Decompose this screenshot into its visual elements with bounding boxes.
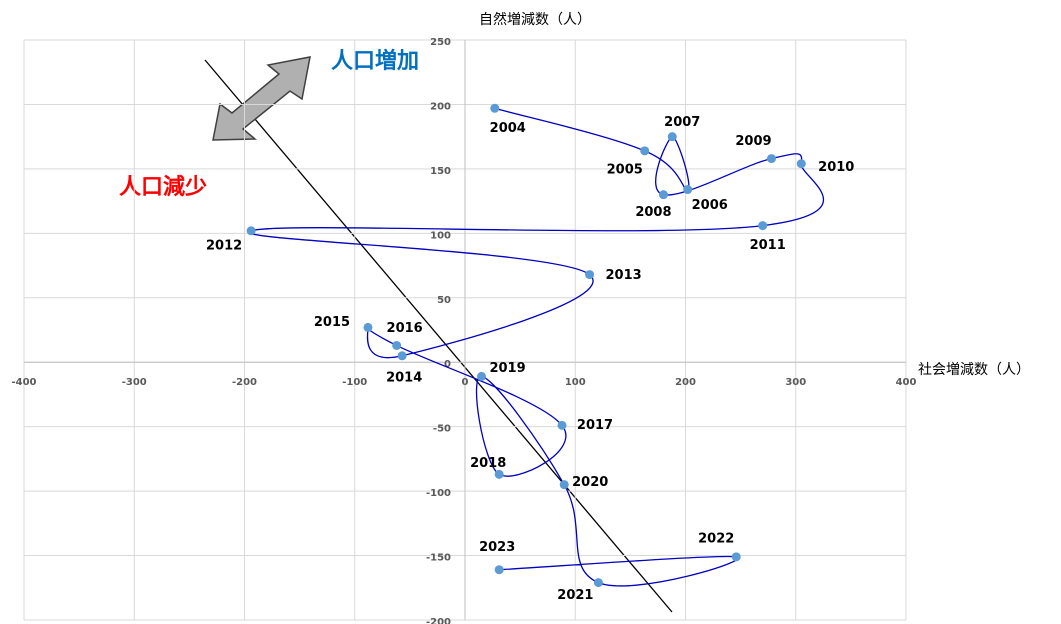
y-tick-label: 150 <box>430 166 451 177</box>
x-tick-label: 0 <box>462 377 469 388</box>
point-label: 2007 <box>664 115 700 130</box>
y-tick-label: -50 <box>433 424 451 435</box>
point-label: 2008 <box>635 205 671 220</box>
data-point <box>246 226 256 236</box>
x-tick-label: 400 <box>896 377 917 388</box>
data-point <box>593 578 603 588</box>
y-tick-label: 100 <box>430 230 451 241</box>
data-point <box>658 190 668 200</box>
y-axis-title: 自然増減数（人） <box>479 11 591 28</box>
data-point <box>731 552 741 562</box>
point-label: 2023 <box>479 540 515 555</box>
point-label: 2021 <box>557 588 593 603</box>
data-point <box>559 480 569 490</box>
x-tick-label: 200 <box>675 377 696 388</box>
data-point <box>640 146 650 156</box>
trend-line <box>204 59 673 613</box>
point-label: 2009 <box>735 134 771 149</box>
y-tick-label: 250 <box>430 37 451 48</box>
direction-arrow <box>212 56 311 141</box>
data-point <box>490 103 500 113</box>
data-point <box>392 340 402 350</box>
y-tick-label: -100 <box>426 488 451 499</box>
x-tick-label: -400 <box>11 377 36 388</box>
y-tick-label: 200 <box>430 101 451 112</box>
x-axis-title: 社会増減数（人） <box>918 361 1030 378</box>
y-tick-label: 50 <box>437 295 451 306</box>
point-label: 2010 <box>818 160 854 175</box>
data-point <box>363 322 373 332</box>
point-label: 2016 <box>387 321 423 336</box>
point-label: 2006 <box>692 198 728 213</box>
data-point <box>758 221 768 231</box>
x-tick-label: -100 <box>342 377 367 388</box>
y-tick-label: -200 <box>426 617 451 624</box>
series-line <box>248 107 824 587</box>
point-label: 2020 <box>572 475 608 490</box>
annotation-increase: 人口増加 <box>331 48 419 74</box>
data-point <box>494 469 504 479</box>
point-label: 2017 <box>577 418 613 433</box>
data-point <box>667 132 677 142</box>
data-point <box>557 420 567 430</box>
point-label: 2018 <box>470 456 506 471</box>
x-tick-label: -300 <box>122 377 147 388</box>
point-label: 2022 <box>698 531 734 546</box>
point-label: 2013 <box>605 268 641 283</box>
point-label: 2004 <box>490 121 526 136</box>
y-tick-label: -150 <box>426 553 451 564</box>
annotation-decrease: 人口減少 <box>119 175 207 200</box>
data-point <box>796 159 806 169</box>
data-point <box>766 154 776 164</box>
point-label: 2014 <box>386 370 422 385</box>
x-tick-label: -200 <box>232 377 257 388</box>
data-point <box>494 565 504 575</box>
x-tick-label: 100 <box>565 377 586 388</box>
point-label: 2019 <box>489 361 525 376</box>
point-label: 2012 <box>206 238 242 253</box>
data-point <box>683 185 693 195</box>
x-tick-label: 300 <box>785 377 806 388</box>
point-label: 2015 <box>314 315 350 330</box>
data-point <box>397 351 407 361</box>
data-point <box>477 371 487 381</box>
point-label: 2005 <box>607 162 643 177</box>
point-label: 2011 <box>750 238 786 253</box>
data-point <box>585 270 595 280</box>
y-tick-label: 0 <box>444 359 451 370</box>
